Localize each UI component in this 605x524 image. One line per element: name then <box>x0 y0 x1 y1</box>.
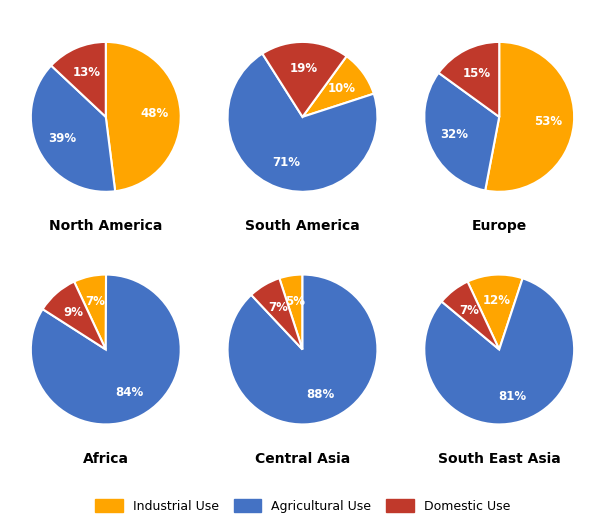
X-axis label: South America: South America <box>245 219 360 233</box>
Wedge shape <box>251 278 302 350</box>
Text: 84%: 84% <box>115 386 143 399</box>
Wedge shape <box>424 278 574 424</box>
X-axis label: Africa: Africa <box>83 452 129 465</box>
Wedge shape <box>424 73 499 191</box>
Text: 15%: 15% <box>463 67 491 80</box>
Wedge shape <box>263 42 347 117</box>
Wedge shape <box>227 53 378 192</box>
Legend: Industrial Use, Agricultural Use, Domestic Use: Industrial Use, Agricultural Use, Domest… <box>90 494 515 518</box>
X-axis label: North America: North America <box>49 219 163 233</box>
Wedge shape <box>442 281 499 350</box>
Text: 9%: 9% <box>64 307 83 319</box>
Wedge shape <box>468 275 523 350</box>
Wedge shape <box>74 275 106 350</box>
Text: 10%: 10% <box>328 82 356 95</box>
Text: 5%: 5% <box>285 295 305 308</box>
Text: 19%: 19% <box>290 62 318 75</box>
Text: 81%: 81% <box>499 390 527 403</box>
X-axis label: South East Asia: South East Asia <box>438 452 561 465</box>
Wedge shape <box>31 66 115 192</box>
Wedge shape <box>106 42 181 191</box>
Text: 12%: 12% <box>482 294 511 308</box>
Text: 48%: 48% <box>140 107 169 121</box>
X-axis label: Central Asia: Central Asia <box>255 452 350 465</box>
Wedge shape <box>51 42 106 117</box>
Wedge shape <box>31 275 181 424</box>
Text: 13%: 13% <box>73 66 100 79</box>
Wedge shape <box>302 56 374 117</box>
Text: 7%: 7% <box>85 296 105 309</box>
Text: 32%: 32% <box>440 128 468 141</box>
Text: 39%: 39% <box>48 133 76 146</box>
Wedge shape <box>439 42 499 117</box>
Text: 71%: 71% <box>272 156 300 169</box>
X-axis label: Europe: Europe <box>472 219 527 233</box>
Wedge shape <box>42 281 106 350</box>
Text: 7%: 7% <box>460 304 479 318</box>
Text: 7%: 7% <box>268 301 287 314</box>
Text: 53%: 53% <box>534 115 562 128</box>
Wedge shape <box>485 42 574 192</box>
Wedge shape <box>227 275 378 424</box>
Text: 88%: 88% <box>306 388 335 401</box>
Wedge shape <box>280 275 302 350</box>
